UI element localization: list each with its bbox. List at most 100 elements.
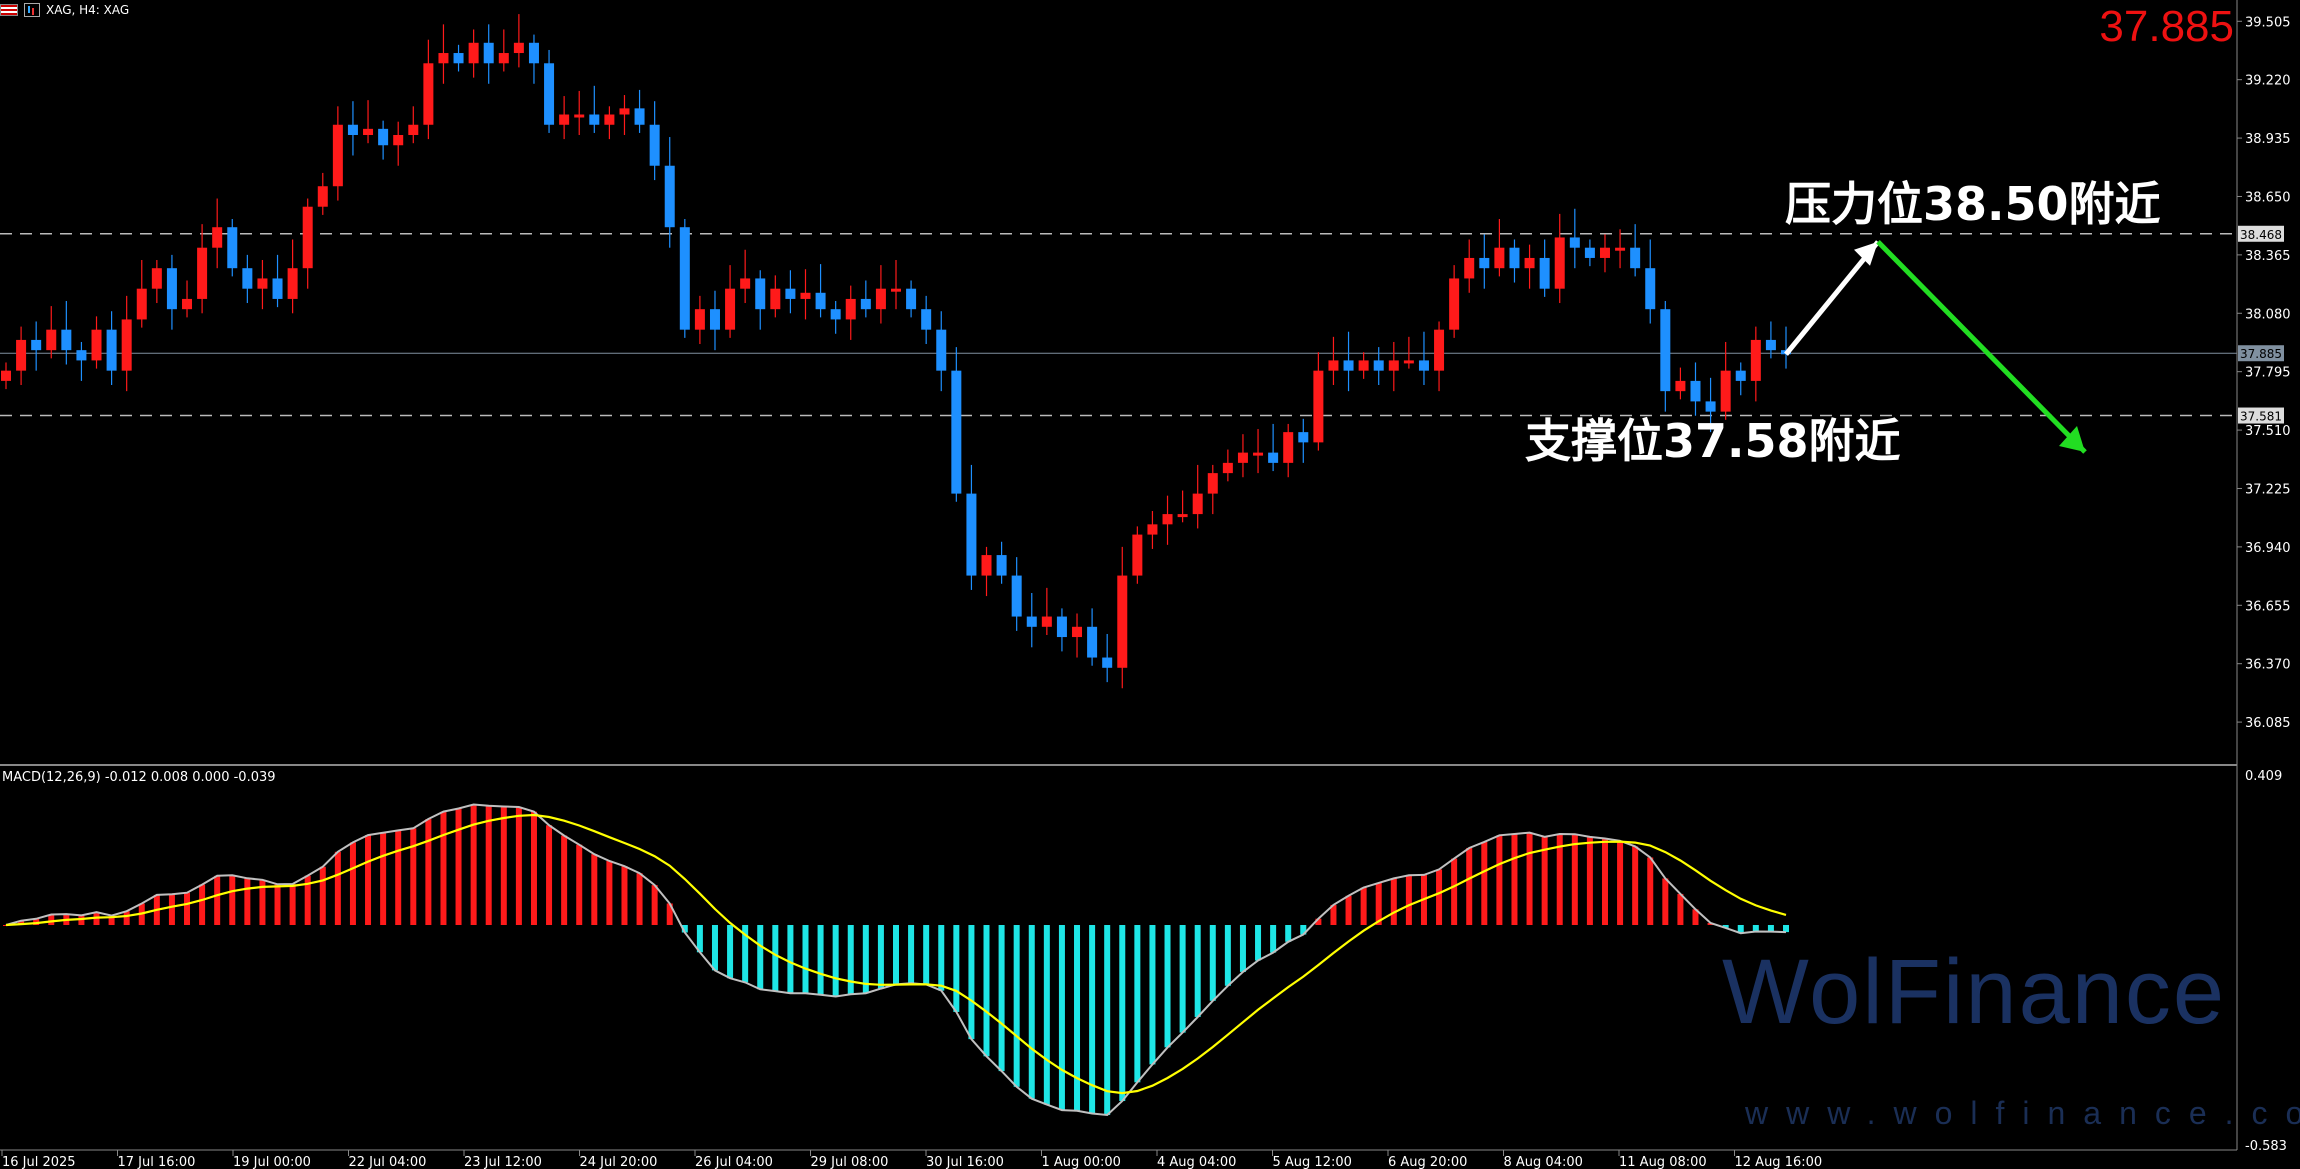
macd-bar [1149, 925, 1156, 1065]
candle-body [634, 108, 645, 125]
macd-bar [349, 842, 356, 925]
candle-body [257, 278, 268, 289]
candle-body [498, 53, 509, 64]
macd-bar [3, 925, 9, 926]
macd-bar [1285, 925, 1292, 942]
flag-icon [0, 4, 18, 16]
candle-body [755, 278, 766, 310]
macd-bar [1270, 925, 1277, 953]
macd-bar [1405, 875, 1412, 925]
candle-body [166, 268, 177, 310]
macd-bar [1089, 925, 1096, 1114]
candle-body [1479, 257, 1490, 269]
price-tick-label: 36.085 [2245, 716, 2291, 731]
macd-bar [893, 925, 899, 985]
down-arrow [1876, 240, 2087, 454]
candle-body [287, 268, 298, 299]
macd-bar [199, 884, 206, 925]
macd-bar [1632, 846, 1639, 925]
candle-body [589, 114, 600, 125]
candle-body [1554, 237, 1565, 289]
macd-bar [123, 911, 130, 925]
macd-bar [1496, 835, 1503, 925]
price-tick-label: 38.935 [2245, 132, 2291, 147]
macd-bar [1767, 925, 1774, 932]
macd-bar [455, 808, 462, 925]
macd-bar [1179, 925, 1186, 1033]
candle-body [981, 555, 992, 576]
macd-bar [530, 811, 537, 925]
candle-body [212, 227, 223, 248]
candle-body [1087, 626, 1098, 658]
candle-body [1705, 401, 1716, 412]
macd-bar [33, 918, 40, 925]
candle-body [1569, 237, 1580, 248]
macd-bar [1315, 918, 1322, 925]
watermark-url: www.wolfinance.com [1745, 1095, 2300, 1131]
time-tick-label: 24 Jul 20:00 [580, 1155, 658, 1169]
macd-bar [18, 920, 25, 925]
macd-bar [681, 925, 688, 933]
macd-bar [1134, 925, 1141, 1083]
candle-body [1524, 257, 1535, 269]
candle-body [1268, 452, 1279, 463]
macd-bar [1722, 925, 1729, 928]
macd-bar [1586, 836, 1593, 925]
candle-body [227, 227, 238, 269]
candle-body [1584, 247, 1595, 258]
macd-bar [1058, 925, 1065, 1111]
price-tick-label: 36.940 [2245, 541, 2291, 556]
macd-bar [832, 925, 839, 997]
candle-body [694, 309, 705, 330]
macd-bar [1013, 925, 1020, 1087]
macd-bar [1662, 878, 1669, 925]
candle-body [906, 288, 917, 310]
chart-title-bar: XAG, H4: XAG [0, 0, 129, 20]
macd-bar [606, 860, 613, 925]
macd-bar [576, 844, 583, 925]
candle-body [770, 288, 781, 310]
candle-body [815, 292, 826, 310]
macd-bar [380, 832, 387, 925]
candle-body [740, 278, 751, 289]
macd-bar [1360, 887, 1367, 925]
macd-bar [1330, 904, 1337, 925]
candle-body [664, 165, 675, 228]
candle-body [1343, 360, 1354, 371]
candle-body [1, 370, 11, 381]
macd-bar [214, 875, 221, 925]
candle-body [1117, 575, 1128, 668]
macd-bar [274, 884, 281, 925]
macd-bar [636, 873, 643, 925]
macd-bar [1345, 895, 1352, 925]
candle-body [453, 53, 464, 64]
price-tag [2238, 225, 2284, 242]
macd-bar [1239, 925, 1246, 972]
time-tick-label: 16 Jul 2025 [2, 1155, 76, 1169]
time-tick-label: 5 Aug 12:00 [1273, 1155, 1352, 1169]
candle-body [106, 329, 117, 371]
macd-bar [546, 825, 553, 925]
candle-body [1102, 657, 1113, 668]
time-tick-label: 17 Jul 16:00 [118, 1155, 196, 1169]
macd-bar [1104, 925, 1111, 1115]
candle-body [317, 186, 328, 207]
candle-body [1388, 360, 1399, 371]
candle-body [1283, 432, 1294, 463]
candle-body [1041, 616, 1052, 627]
time-tick-label: 11 Aug 08:00 [1619, 1155, 1707, 1169]
candle-body [1313, 370, 1324, 443]
macd-bar [334, 851, 341, 925]
macd-bar [184, 892, 191, 925]
candle-body [1735, 370, 1746, 381]
time-tick-label: 23 Jul 12:00 [464, 1155, 542, 1169]
candle-body [1418, 360, 1429, 371]
candle-body [151, 268, 162, 289]
candle-body [1147, 524, 1158, 535]
time-tick-label: 22 Jul 04:00 [349, 1155, 427, 1169]
candle-body [197, 247, 208, 299]
macd-bar [666, 903, 673, 925]
price-tick-label: 39.505 [2245, 15, 2291, 30]
candle-body [604, 114, 615, 125]
